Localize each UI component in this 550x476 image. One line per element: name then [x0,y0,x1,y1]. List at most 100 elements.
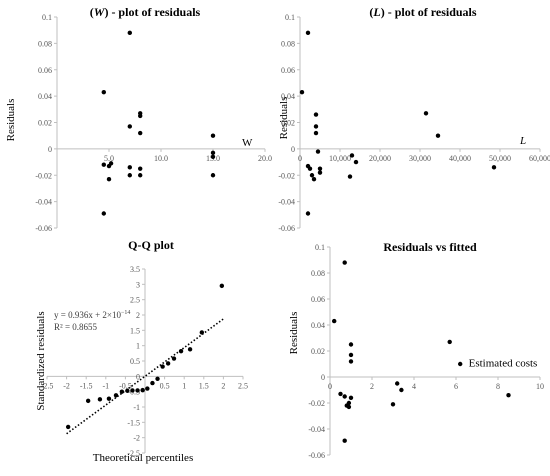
y-tick-label: 0.06 [38,66,52,75]
data-point [311,177,317,182]
x-tick-label: 4 [412,382,416,391]
y-tick-label: 0.08 [38,39,52,48]
y-axis-label: Standardized residuals [35,311,47,410]
x-tick-label: 6 [454,382,458,391]
y-tick-label: 0.06 [311,295,325,304]
data-point [447,339,452,345]
x-tick-label: -1 [102,381,109,390]
y-tick-label: 3 [136,280,140,289]
data-point [119,389,125,394]
data-point [130,388,135,393]
y-tick-label: -0.02 [278,171,295,180]
plot-layer: 0.1 0.08 0.06 0.04 0.02 0 -0.02 -0.04 -0.06 5.0 10… [35,13,272,233]
residuals-vs-fitted-panel: Residuals vs fitted Residuals 0.1 0.08 0.0… [275,235,550,471]
data-point [135,388,140,393]
data-point [165,361,171,366]
trendline-equation-exponent: −14 [121,310,130,316]
x-tick-label: 30,000 [409,154,431,163]
data-point [332,318,337,324]
chart-title-suffix: - plot of residuals [385,5,477,19]
y-axis-label: Residuals [288,312,300,355]
data-point [106,177,112,182]
data-point [101,211,107,216]
y-tick-label: 0.02 [311,347,325,356]
x-tick-label: 40,000 [449,154,471,163]
data-point [171,356,177,361]
data-point [210,150,216,156]
data-point [491,165,497,170]
data-point [210,133,216,138]
y-tick-label: 0 [136,372,140,381]
data-point [210,154,216,159]
l-residuals-chart: (L) - plot of residuals Residuals 0.1 0.0… [278,5,550,233]
y-tick-label: 0.1 [315,243,325,252]
trendline-r-squared: R² = 0.8655 [54,322,98,332]
data-point [317,170,323,175]
data-point [219,283,225,289]
data-point [423,111,429,116]
data-point [458,361,463,367]
y-tick-label: -0.04 [35,198,52,207]
data-point [106,396,112,401]
data-point [347,174,353,179]
data-point [125,388,130,393]
trendline-equation-text: y = 0.936x + 2×10 [54,310,121,320]
x-axis-label: W [242,137,253,149]
y-tick-label: -0.06 [35,224,52,233]
x-axis-label: Theoretical percentiles [93,452,193,464]
data-point [390,402,396,407]
x-tick-label: 1 [182,381,186,390]
data-point [101,162,107,167]
chart-title: (W) - plot of residuals [90,5,201,19]
y-tick-label: 1 [136,342,140,351]
x-tick-label: 10 [536,382,544,391]
w-residuals-panel: (W) - plot of residuals Residuals 0.1 0.0… [0,0,275,235]
data-point [160,364,165,369]
y-tick-label: 0.06 [281,66,295,75]
chart-title-variable: W [94,5,106,19]
y-tick-label: 0.04 [311,321,325,330]
data-point [346,404,352,410]
data-point [85,398,91,404]
chart-title: Residuals vs fitted [383,240,477,254]
x-tick-label: 8 [496,382,500,391]
trendline [66,318,224,435]
x-tick-label: 20,000 [369,154,391,163]
data-point [97,397,103,402]
data-point [342,438,347,443]
data-point [315,149,321,154]
x-tick-label: -1.5 [80,381,93,390]
y-tick-label: 0.5 [130,357,140,366]
y-tick-label: -2 [133,434,140,443]
data-point [307,166,313,171]
chart-title-suffix: - plot of residuals [108,5,200,19]
y-tick-label: 0.02 [281,119,295,128]
y-tick-label: 1.5 [130,326,140,335]
data-point [108,161,114,166]
data-point [101,89,107,95]
y-axis-label: Residuals [5,99,17,142]
data-point [346,400,352,406]
data-point [178,348,184,354]
data-point [305,211,311,216]
data-point [65,424,71,430]
data-point [348,352,354,358]
plot-layer: 0.10.080.060.040.020-0.02-0.04-0.060 2 4 6 8… [308,243,544,460]
residuals-vs-fitted-chart: Residuals vs fitted Residuals 0.1 0.08 0.0… [288,240,544,460]
x-axis-label: Estimated costs [469,358,538,370]
y-tick-label: 0.08 [311,269,325,278]
data-point [348,395,354,400]
x-tick-label: 2.5 [238,381,248,390]
data-point [317,166,323,171]
x-tick-label: 10,000 [329,154,351,163]
y-tick-label: 0.04 [281,92,295,101]
data-point [138,113,143,119]
x-tick-label: -0.5 [119,381,132,390]
data-point [338,391,343,397]
y-tick-label: -1 [133,403,140,412]
data-point [435,133,441,138]
x-tick-label: 1.5 [199,381,209,390]
y-tick-label: -0.02 [308,399,325,408]
y-tick-label: -1.5 [127,418,140,427]
x-tick-label: 60,000 [529,154,550,163]
